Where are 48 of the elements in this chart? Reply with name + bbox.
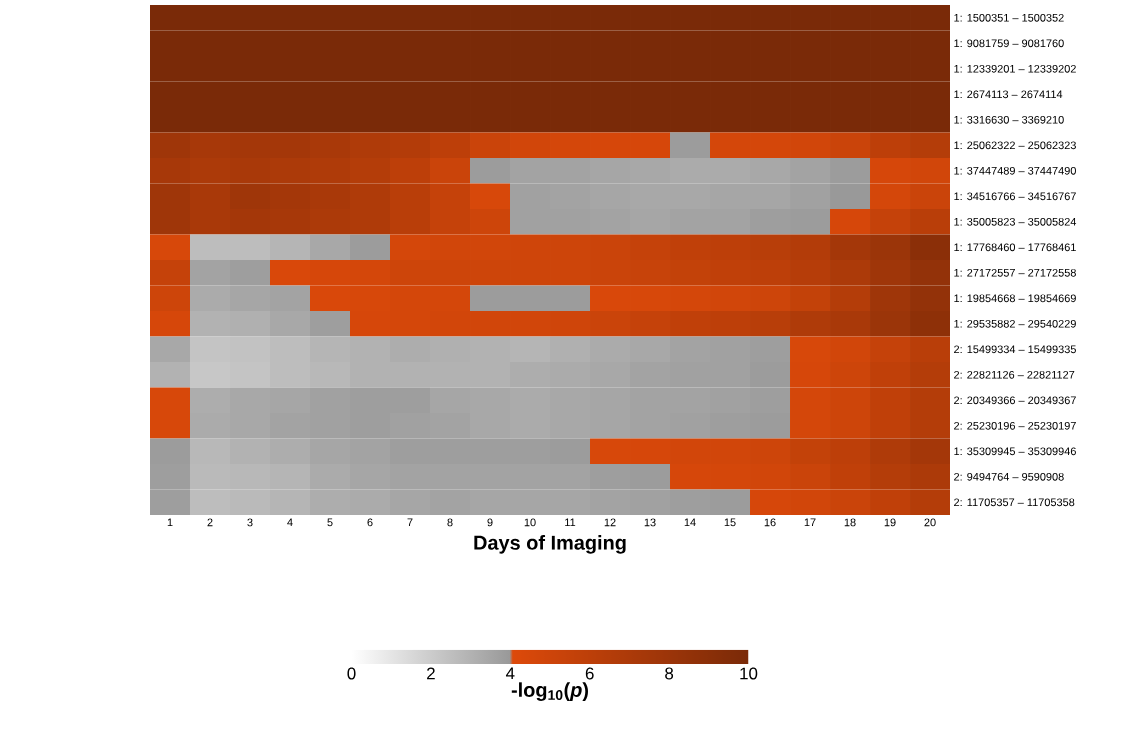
color-bar-label: 10 <box>740 667 758 680</box>
color-bar-title: -log$_{10}$(p) <box>511 682 588 701</box>
x-tick-label: 19 <box>884 518 896 527</box>
color-bar-label: 4 <box>505 667 515 680</box>
y-tick-label: 2: 20349366 – 20349367 <box>954 396 1076 405</box>
x-tick-label: 4 <box>287 518 293 527</box>
x-tick-label: 6 <box>367 518 373 527</box>
y-tick-label: 1: 25062322 – 25062323 <box>954 141 1076 150</box>
y-tick-label: 2: 9494764 – 9590908 <box>954 472 1064 481</box>
x-tick-label: 17 <box>804 518 816 527</box>
y-tick-label: 1: 1500351 – 1500352 <box>954 13 1064 22</box>
y-tick-label: 1: 2674113 – 2674114 <box>954 90 1063 99</box>
x-tick-label: 12 <box>604 518 616 527</box>
color-bar-label: 8 <box>665 667 674 680</box>
y-tick-label: 1: 29535882 – 29540229 <box>954 319 1076 328</box>
x-tick-label: 13 <box>644 518 656 527</box>
x-axis-title: Days of Imaging <box>474 535 626 554</box>
y-tick-label: 1: 19854668 – 19854669 <box>954 294 1076 303</box>
color-bar-label: 0 <box>347 667 356 680</box>
y-tick-label: 1: 17768460 – 17768461 <box>954 243 1076 252</box>
y-tick-label: 1: 12339201 – 12339202 <box>954 64 1076 73</box>
color-bar-label: 2 <box>427 667 435 680</box>
y-tick-label: 1: 9081759 – 9081760 <box>954 39 1064 48</box>
y-tick-label: 1: 34516766 – 34516767 <box>954 192 1076 201</box>
x-tick-label: 1 <box>167 518 173 527</box>
x-tick-label: 8 <box>447 518 453 527</box>
y-tick-label: 1: 35005823 – 35005824 <box>954 217 1077 226</box>
x-tick-label: 3 <box>247 518 253 527</box>
x-tick-label: 2 <box>207 518 213 527</box>
x-tick-label: 14 <box>684 518 696 527</box>
x-tick-label: 15 <box>724 518 736 527</box>
y-tick-label: 2: 11705357 – 11705358 <box>954 498 1075 507</box>
y-tick-label: 1: 3316630 – 3369210 <box>954 115 1064 124</box>
y-tick-label: 1: 27172557 – 27172558 <box>954 268 1076 277</box>
y-tick-label: 1: 35309945 – 35309946 <box>954 447 1076 456</box>
x-tick-label: 10 <box>524 518 536 527</box>
x-tick-label: 16 <box>764 518 776 527</box>
x-tick-label: 18 <box>844 518 856 527</box>
x-tick-label: 20 <box>924 518 936 527</box>
x-tick-label: 9 <box>487 518 493 527</box>
y-tick-label: 1: 37447489 – 37447490 <box>954 166 1076 175</box>
y-tick-label: 2: 22821126 – 22821127 <box>954 370 1075 379</box>
color-bar-label: 6 <box>585 667 594 680</box>
x-tick-label: 11 <box>565 518 576 527</box>
x-tick-label: 7 <box>407 518 413 527</box>
y-tick-label: 2: 15499334 – 15499335 <box>954 345 1076 354</box>
y-tick-label: 2: 25230196 – 25230197 <box>954 421 1076 430</box>
x-tick-label: 5 <box>327 518 333 527</box>
